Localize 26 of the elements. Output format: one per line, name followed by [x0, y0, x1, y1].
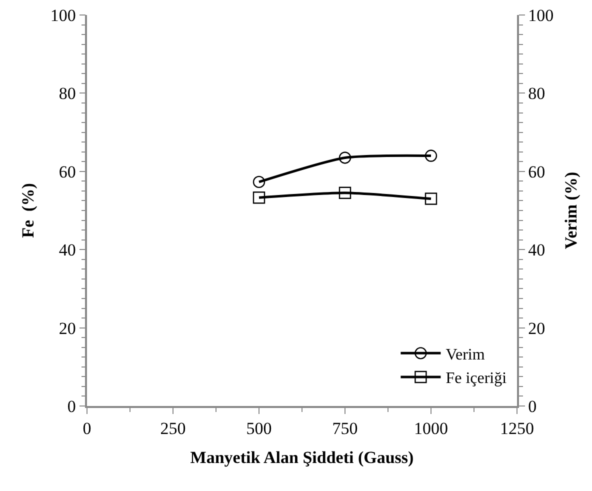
y-axis-title: Fe (%) — [18, 183, 38, 238]
y2-tick-label: 40 — [528, 240, 546, 260]
y-tick-label: 100 — [50, 6, 76, 25]
legend-label: Fe içeriği — [446, 370, 508, 388]
legend-label: Verim — [446, 346, 486, 364]
y2-axis-title: Verim (%) — [562, 172, 581, 250]
y-tick-label: 80 — [58, 84, 76, 104]
point — [424, 150, 438, 162]
y2-tick-label: 80 — [528, 84, 546, 104]
x-tick-label: 0 — [82, 419, 92, 438]
y2-tick-label: 20 — [528, 318, 546, 338]
x-axis-title: Manyetik Alan Şiddeti (Gauss) — [190, 448, 414, 468]
x-tick-label: 1000 — [414, 419, 448, 438]
x-tick-label: 750 — [332, 419, 358, 438]
y2-tick-label: 100 — [528, 6, 554, 25]
y-tick-label: 40 — [58, 240, 76, 260]
y-tick-label: 60 — [58, 162, 76, 182]
point — [338, 152, 352, 164]
y-tick-label: 20 — [58, 318, 76, 338]
x-tick-label: 250 — [160, 419, 186, 438]
y-tick-label: 0 — [67, 396, 76, 416]
point — [252, 176, 266, 188]
y2-tick-label: 0 — [528, 396, 537, 416]
y2-tick-label: 60 — [528, 162, 546, 182]
x-tick-label: 1250 — [500, 419, 534, 438]
x-tick-label: 500 — [246, 419, 272, 438]
